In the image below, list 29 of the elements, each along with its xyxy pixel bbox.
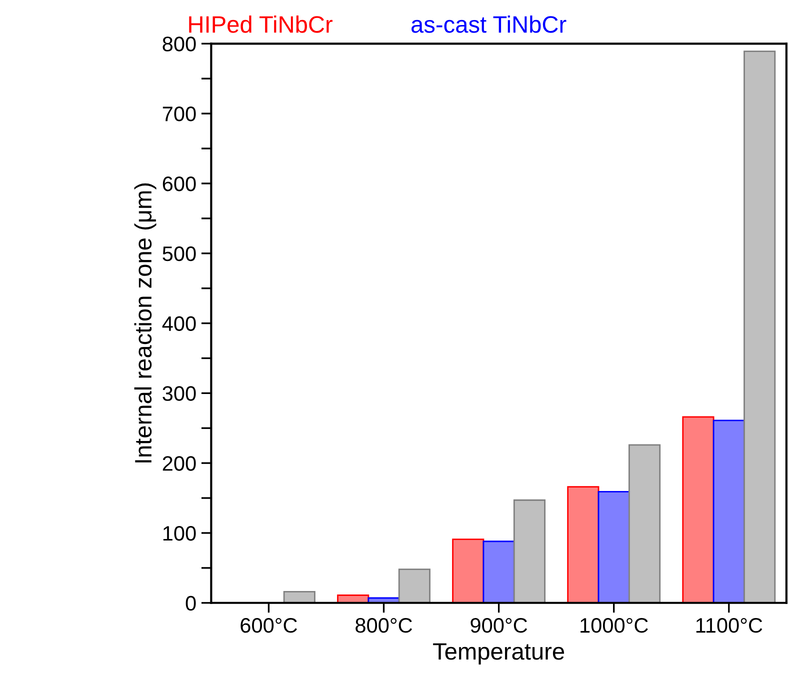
x-tick-label: 1100°C — [696, 618, 762, 633]
bar — [452, 538, 484, 603]
bar — [682, 416, 714, 603]
bar — [398, 568, 430, 603]
bar — [482, 540, 515, 603]
bar — [567, 486, 600, 603]
y-tick-label: 800 — [162, 36, 196, 52]
bar — [598, 491, 630, 603]
y-tick-label: 500 — [162, 246, 196, 262]
y-tick-label: 100 — [163, 526, 196, 541]
text: HIPed TiNbCr — [189, 16, 332, 33]
bar — [283, 591, 316, 603]
x-tick-label: 600°C — [240, 618, 297, 633]
y-tick-label: 600 — [162, 176, 196, 192]
text: as-cast TiNbCr — [412, 16, 566, 33]
bar — [628, 444, 661, 603]
x-axis-title: Temperature — [433, 643, 564, 664]
y-axis-title: Internal reaction zone (μm) — [134, 183, 156, 462]
x-tick-label: 900°C — [470, 618, 528, 633]
y-tick-label: 0 — [186, 596, 196, 611]
y-tick-label: 200 — [162, 456, 196, 471]
y-tick-label: 400 — [162, 316, 196, 332]
x-tick-label: 1000°C — [580, 618, 648, 633]
y-tick-label: 300 — [162, 386, 196, 401]
y-tick-label: 700 — [162, 106, 196, 122]
bar — [712, 420, 745, 603]
x-tick-label: 800°C — [356, 618, 412, 633]
bar — [744, 50, 776, 603]
bar — [513, 499, 546, 603]
